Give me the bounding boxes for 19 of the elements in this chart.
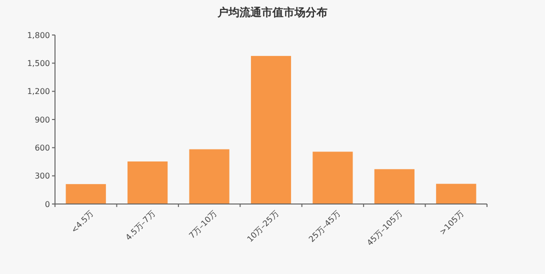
bar — [189, 149, 230, 204]
chart-title: 户均流通市值市场分布 — [216, 6, 328, 19]
bar — [250, 56, 292, 204]
bar — [312, 152, 353, 204]
y-tick-label: 1,200 — [27, 87, 50, 96]
x-tick-label: 10万–25万 — [245, 209, 280, 244]
x-tick-label: 25万–45万 — [307, 209, 342, 244]
x-tick-label: 7万–10万 — [187, 209, 219, 240]
bar — [436, 184, 476, 204]
bar — [374, 169, 414, 204]
bar — [128, 161, 168, 204]
x-tick-label: 4.5万–7万 — [124, 209, 157, 242]
y-tick-label: 300 — [34, 172, 50, 181]
y-tick-label: 1,500 — [27, 58, 50, 68]
y-tick-label: 1,800 — [27, 30, 50, 40]
y-tick-label: 900 — [34, 115, 50, 124]
bar — [66, 184, 106, 204]
y-tick-label: 600 — [34, 143, 50, 152]
y-tick-label: 0 — [44, 200, 50, 209]
